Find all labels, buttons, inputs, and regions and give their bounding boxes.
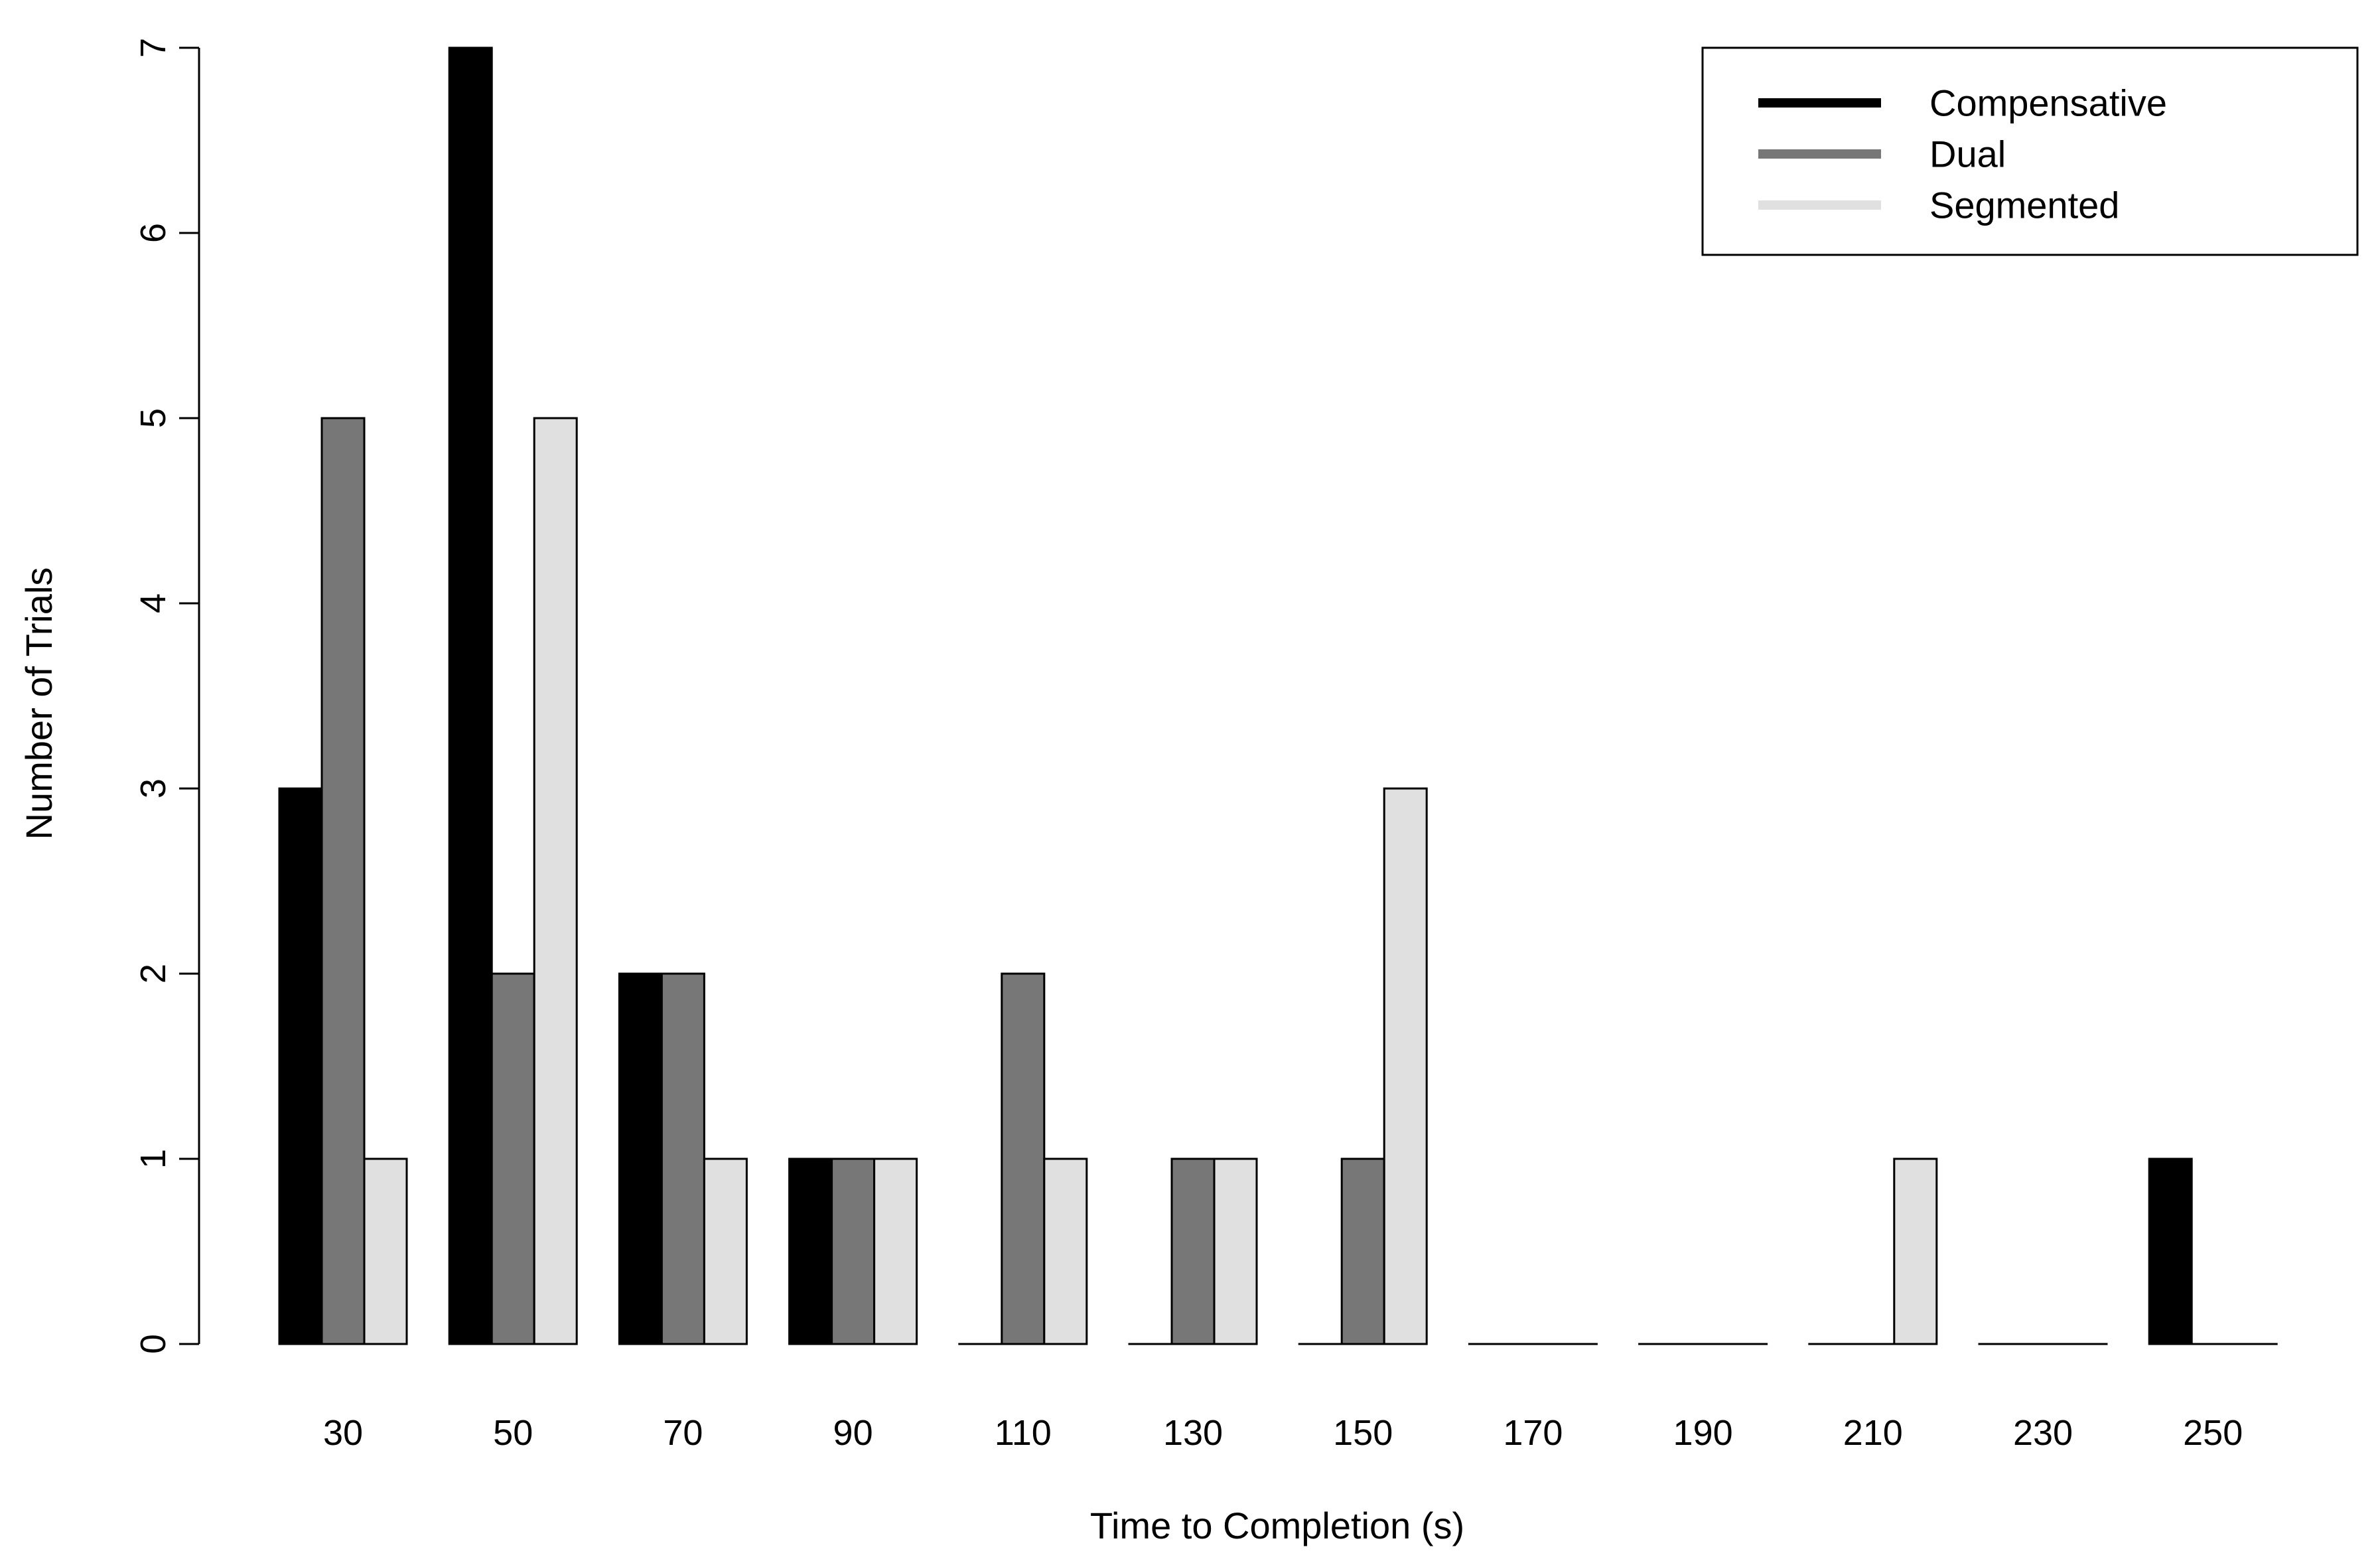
- bars: [278, 46, 2278, 1345]
- bar-segmented-70: [703, 1157, 748, 1345]
- x-tick-label: 230: [2013, 1413, 2073, 1453]
- y-tick-label: 7: [133, 38, 173, 58]
- bar-segmented-150: [1383, 787, 1428, 1345]
- bar-compensative-90: [788, 1157, 833, 1345]
- bar-segmented-110: [1043, 1157, 1088, 1345]
- x-tick-label: 90: [833, 1413, 873, 1453]
- y-axis-title: Number of Trials: [18, 567, 60, 840]
- y-tick-label: 4: [133, 593, 173, 613]
- x-tick-label: 30: [323, 1413, 363, 1453]
- x-tick-label: 110: [995, 1413, 1052, 1453]
- bar-compensative-50: [448, 46, 493, 1345]
- legend: Compensative Dual Segmented: [1701, 46, 2359, 256]
- y-tick-label: 2: [133, 964, 173, 984]
- y-tick-label: 1: [133, 1149, 173, 1169]
- bar-segmented-210: [1893, 1157, 1938, 1345]
- bar-dual-70: [660, 972, 705, 1345]
- y-tick-label: 0: [133, 1334, 173, 1354]
- bar-segmented-30: [363, 1157, 408, 1345]
- y-tick-label: 5: [133, 408, 173, 428]
- legend-label-segmented: Segmented: [1929, 185, 2119, 226]
- x-tick-label: 190: [1673, 1413, 1733, 1453]
- bar-dual-110: [1001, 972, 1046, 1345]
- bar-segmented-50: [533, 417, 578, 1345]
- bar-dual-90: [831, 1157, 876, 1345]
- x-tick-label: 250: [2183, 1413, 2243, 1453]
- y-tick-label: 3: [133, 779, 173, 798]
- legend-label-dual: Dual: [1929, 133, 2006, 175]
- bar-segmented-90: [873, 1157, 918, 1345]
- y-axis: 0 1 2 3 4 5 6 7: [133, 38, 200, 1354]
- x-tick-label: 130: [1163, 1413, 1223, 1453]
- x-axis-title: Time to Completion (s): [1090, 1505, 1464, 1546]
- x-tick-label: 210: [1843, 1413, 1903, 1453]
- bar-compensative-250: [2148, 1157, 2193, 1345]
- x-tick-label: 50: [493, 1413, 533, 1453]
- x-tick-label: 170: [1503, 1413, 1563, 1453]
- x-axis-tick-labels: 30 50 70 90 110 130 150 170 190 210 230 250: [323, 1413, 2243, 1453]
- bar-dual-30: [320, 417, 366, 1345]
- x-tick-label: 150: [1333, 1413, 1393, 1453]
- legend-label-compensative: Compensative: [1929, 82, 2167, 124]
- bar-compensative-30: [278, 787, 323, 1345]
- bar-segmented-130: [1213, 1157, 1258, 1345]
- bar-compensative-70: [618, 972, 663, 1345]
- y-tick-label: 6: [133, 223, 173, 243]
- bar-dual-130: [1170, 1157, 1216, 1345]
- x-tick-label: 70: [663, 1413, 703, 1453]
- bar-dual-150: [1340, 1157, 1385, 1345]
- bar-dual-50: [490, 972, 535, 1345]
